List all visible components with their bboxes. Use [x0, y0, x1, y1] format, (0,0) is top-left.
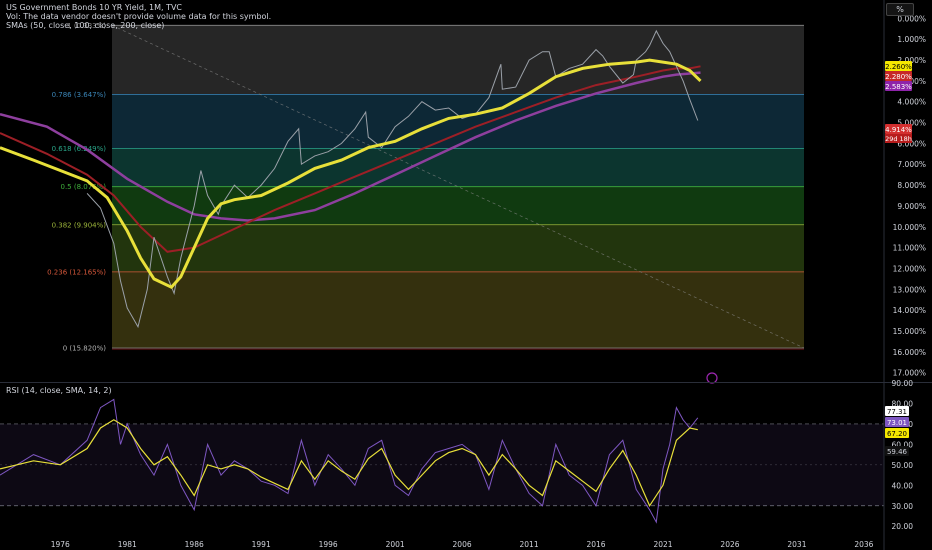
countdown-box [885, 134, 912, 143]
rsi-ma-line [0, 419, 698, 508]
x-tick-label: 1996 [319, 540, 338, 549]
rsi-label-rsi_ma: 67.20 [887, 430, 907, 438]
sma-100-line [0, 65, 701, 253]
x-tick-label: 2011 [520, 540, 539, 549]
y-tick-label: 11.000% [893, 244, 926, 253]
x-tick-label: 1986 [185, 540, 204, 549]
fib-level-label: 0.618 (6.249%) [52, 145, 107, 153]
fib-zone [112, 271, 804, 349]
fib-trend-line [111, 24, 805, 349]
y-tick-label: 2.000% [897, 56, 926, 65]
rsi-label-box [885, 428, 909, 438]
rsi-label-box [885, 417, 909, 427]
y-tick-label: 4.000% [897, 98, 926, 107]
y-tick-label: 16.000% [893, 348, 926, 357]
fib-zone [112, 25, 804, 95]
rsi-y-tick-label: 60.00 [892, 440, 914, 449]
price-line [86, 29, 699, 329]
rsi-y-tick-label: 30.00 [892, 502, 914, 511]
rsi-y-tick-label: 40.00 [892, 481, 914, 490]
fib-level-label: 0.382 (9.904%) [52, 221, 107, 229]
rsi-y-tick-label: 80.00 [892, 399, 914, 408]
y-tick-label: 7.000% [897, 160, 926, 169]
chart-title: US Government Bonds 10 YR Yield, 1M, TVC [6, 3, 183, 12]
x-tick-label: 2036 [854, 540, 873, 549]
sma-legend: SMAs (50, close, 100, close, 200, close) [6, 21, 165, 30]
fib-zone [112, 186, 804, 225]
fib-zone [112, 348, 804, 351]
y-tick-label: 8.000% [897, 181, 926, 190]
price-label-box [885, 61, 912, 71]
fib-zone [112, 224, 804, 272]
y-tick-label: 9.000% [897, 202, 926, 211]
fib-level-label: 0.236 (12.165%) [47, 268, 106, 276]
x-tick-label: 1991 [252, 540, 271, 549]
price-label-sma50: 2.260% [885, 63, 912, 71]
rsi-label-rsi: 73.01 [887, 419, 907, 427]
y-tick-label: 12.000% [893, 264, 926, 273]
y-tick-label: 0.000% [897, 14, 926, 23]
y-tick-label: 14.000% [893, 306, 926, 315]
sma-200-line [0, 71, 701, 222]
fib-zone [112, 94, 804, 149]
y-tick-label: 6.000% [897, 139, 926, 148]
x-tick-label: 1976 [51, 540, 70, 549]
price-label-last: 4.914% [885, 126, 912, 134]
y-tick-label: 13.000% [893, 285, 926, 294]
price-label-box [885, 124, 912, 134]
percent-scale-button[interactable]: % [886, 3, 914, 16]
rsi-label-box [885, 406, 909, 416]
y-tick-label: 17.000% [893, 369, 926, 378]
fib-level-label: 0.5 (8.076%) [60, 183, 106, 191]
x-tick-label: 2001 [386, 540, 405, 549]
rsi-label-band_lo: 59.46 [887, 448, 908, 456]
x-tick-label: 1981 [118, 540, 137, 549]
price-label-box [885, 81, 912, 91]
price-label-sma100: 2.280% [885, 73, 912, 81]
fib-level-label: 0 (15.820%) [63, 345, 107, 353]
x-tick-label: 2026 [720, 540, 739, 549]
rsi-label-band_hi: 77.31 [887, 408, 907, 416]
y-tick-label: 10.000% [893, 223, 926, 232]
rsi-label-box [885, 446, 909, 456]
x-tick-label: 2021 [653, 540, 672, 549]
fib-zone [112, 148, 804, 187]
price-label-box [885, 71, 912, 81]
fib-level-label: 0.786 (3.647%) [52, 91, 107, 99]
rsi-y-tick-label: 90.00 [892, 379, 914, 388]
y-tick-label: 1.000% [897, 35, 926, 44]
price-label-countdown: 29d 18h [885, 135, 912, 143]
y-tick-label: 15.000% [893, 327, 926, 336]
rsi-y-tick-label: 20.00 [892, 522, 914, 531]
x-tick-label: 2031 [787, 540, 806, 549]
x-tick-label: 2006 [453, 540, 472, 549]
fib-level-label: 1 (0.333%) [67, 22, 106, 30]
price-label-sma200: 2.583% [885, 83, 912, 91]
y-tick-label: 5.000% [897, 119, 926, 128]
rsi-y-tick-label: 50.00 [892, 461, 914, 470]
sma-50-line [0, 58, 702, 290]
x-tick-label: 2016 [586, 540, 605, 549]
volume-note: Vol: The data vendor doesn't provide vol… [6, 12, 272, 21]
rsi-legend: RSI (14, close, SMA, 14, 2) [6, 386, 112, 395]
